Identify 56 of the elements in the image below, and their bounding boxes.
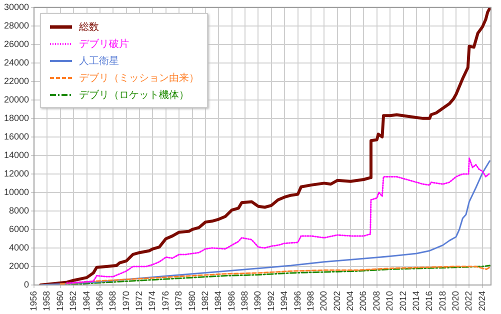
x-tick-label: 2016 — [424, 290, 434, 312]
x-tick-label: 1992 — [266, 290, 276, 312]
x-tick-label: 2020 — [450, 290, 461, 312]
x-tick-label: 1986 — [226, 290, 236, 312]
y-tick-label: 30000 — [4, 2, 30, 12]
x-tick-label: 2008 — [371, 290, 382, 312]
y-tick-label: 28000 — [4, 20, 30, 30]
x-tick-label: 2004 — [345, 290, 356, 312]
x-tick-label: 1968 — [108, 290, 118, 312]
x-tick-label: 2018 — [437, 290, 448, 312]
y-tick-label: 24000 — [4, 57, 30, 68]
y-tick-label: 2000 — [8, 260, 30, 271]
x-tick-label: 1970 — [120, 290, 131, 312]
y-tick-label: 14000 — [4, 150, 30, 160]
x-tick-label: 2002 — [332, 290, 342, 312]
x-tick-label: 1990 — [252, 290, 263, 312]
x-tick-label: 1962 — [68, 290, 78, 312]
x-tick-label: 1972 — [134, 290, 144, 312]
x-tick-label: 1976 — [160, 290, 170, 312]
y-tick-label: 26000 — [4, 38, 30, 49]
legend-label: 人工衛星 — [79, 54, 120, 68]
x-tick-label: 1964 — [81, 290, 92, 312]
y-tick-label: 18000 — [4, 112, 30, 123]
legend-label: 総数 — [79, 20, 100, 34]
x-tick-label: 1974 — [147, 290, 158, 312]
y-tick-label: 4000 — [8, 242, 30, 252]
x-tick-label: 1966 — [94, 290, 104, 312]
x-tick-label: 1994 — [279, 290, 290, 312]
x-tick-label: 2000 — [318, 290, 329, 312]
y-tick-label: 20000 — [4, 94, 30, 104]
x-tick-label: 1978 — [174, 290, 184, 312]
y-tick-label: 0 — [24, 279, 30, 290]
x-tick-label: 1996 — [292, 290, 302, 312]
x-tick-label: 2022 — [464, 290, 474, 312]
y-tick-label: 8000 — [8, 205, 30, 216]
x-tick-label: 1980 — [186, 290, 197, 312]
legend-label: デブリ破片 — [79, 38, 130, 51]
x-tick-label: 1982 — [200, 290, 210, 312]
x-tick-label: 1984 — [213, 290, 224, 312]
x-tick-label: 1960 — [54, 290, 65, 312]
y-tick-label: 22000 — [4, 76, 30, 86]
y-tick-label: 10000 — [4, 186, 30, 197]
y-tick-label: 12000 — [4, 168, 30, 178]
x-tick-label: 1956 — [28, 290, 39, 312]
x-tick-label: 1958 — [42, 290, 52, 312]
x-tick-label: 2012 — [398, 290, 408, 312]
x-tick-label: 1998 — [305, 290, 316, 312]
y-tick-label: 16000 — [4, 131, 30, 142]
y-tick-label: 6000 — [8, 224, 30, 234]
legend-label: デブリ（ミッション由来） — [79, 72, 200, 85]
x-tick-label: 2024 — [476, 290, 487, 312]
x-tick-label: 2014 — [410, 290, 421, 312]
legend-label: デブリ（ロケット機体） — [79, 88, 190, 102]
x-tick-label: 2010 — [384, 290, 395, 312]
x-tick-label: 1988 — [240, 290, 250, 312]
x-tick-label: 2006 — [358, 290, 368, 312]
